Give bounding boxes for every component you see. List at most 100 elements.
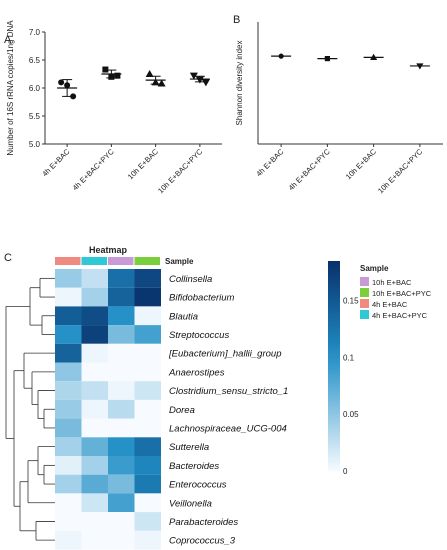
sample-bar-label: Sample <box>165 257 194 266</box>
heatmap-cell <box>81 362 108 382</box>
heatmap-cell <box>55 399 82 419</box>
heatmap-cell <box>55 456 82 475</box>
row-label: Lachnospiraceae_UCG-004 <box>169 423 287 434</box>
row-label: Sutterella <box>169 442 209 453</box>
heatmap-cell <box>134 325 161 344</box>
heatmap-cell <box>55 269 82 288</box>
chart-a: 5.0 5.5 6.0 6.5 7.0 Number of 16S rRNA copies… <box>6 20 222 196</box>
heatmap-cell <box>81 325 108 344</box>
heatmap-cell <box>134 343 161 363</box>
row-label: Veillonella <box>169 498 212 509</box>
heatmap-cell <box>108 399 135 419</box>
scale-tick-label: 0.15 <box>343 297 359 306</box>
data-point <box>151 78 160 86</box>
sample-color-cell <box>134 257 160 265</box>
heatmap-cell <box>134 437 161 456</box>
heatmap-cell <box>81 287 108 307</box>
heatmap-cell <box>81 456 108 475</box>
heatmap-cell <box>108 456 135 475</box>
y-axis-label: Shannon diversity index <box>235 41 244 126</box>
heatmap-cell <box>134 362 161 382</box>
heatmap-cell <box>134 512 161 531</box>
heatmap-cell <box>134 493 161 513</box>
chart-c-heatmap: Heatmap Sample Collinsella Bifidobacterium B… <box>5 245 432 550</box>
x-tick-label: 10h E+BAC+PYC <box>376 147 425 196</box>
heatmap-cell <box>108 381 135 400</box>
heatmap-cell <box>81 530 108 550</box>
data-point <box>195 76 204 84</box>
heatmap-cell <box>55 530 82 550</box>
data-point <box>108 73 115 80</box>
panel-label-b: B <box>233 14 241 26</box>
heatmap-cell <box>55 474 82 494</box>
heatmap-cell <box>81 474 108 494</box>
x-tick-label: 4h E+BAC <box>40 147 72 179</box>
x-tick-label: 4h E+BAC+PYC <box>287 147 333 193</box>
heatmap-cell <box>81 437 108 456</box>
y-tick-label: 7.0 <box>29 28 41 37</box>
heatmap-cell <box>81 418 108 438</box>
y-tick-label: 5.0 <box>29 140 41 149</box>
legend-swatch <box>360 299 369 308</box>
scale-tick-label: 0.1 <box>343 353 355 362</box>
row-label: Streptococcus <box>169 330 229 341</box>
heatmap-cell <box>81 381 108 400</box>
legend-swatch <box>360 288 369 297</box>
data-point <box>416 63 424 70</box>
data-point <box>64 82 71 89</box>
row-label: Blautia <box>169 311 198 322</box>
row-label: Anaerostipes <box>168 367 225 378</box>
y-axis-label: Number of 16S rRNA copies/1ng DNA <box>6 20 15 156</box>
heatmap-cell <box>134 399 161 419</box>
heatmap-cell <box>81 399 108 419</box>
heatmap-cell <box>134 381 161 400</box>
scale-tick-label: 0.05 <box>343 410 359 419</box>
heatmap-cell <box>55 287 82 307</box>
data-point <box>70 93 77 100</box>
color-scale-bar <box>328 261 340 471</box>
heatmap-cell <box>55 512 82 531</box>
heatmap-cell <box>134 530 161 550</box>
data-point <box>102 66 109 73</box>
x-tick-label: 4h E+BAC <box>254 147 286 179</box>
heatmap-cell <box>108 287 135 307</box>
data-point <box>370 53 378 60</box>
legend-label: 4h E+BAC <box>372 300 408 309</box>
heatmap-cell <box>108 493 135 513</box>
data-point <box>145 70 154 77</box>
sample-color-cell <box>55 257 81 265</box>
heatmap-cell <box>134 474 161 494</box>
row-label: Dorea <box>169 405 195 416</box>
legend-swatch <box>360 310 369 319</box>
x-tick-label: 10h E+BAC+PYC <box>156 147 205 196</box>
heatmap-cell <box>55 343 82 363</box>
heatmap-cell <box>55 325 82 344</box>
heatmap-cell <box>55 381 82 400</box>
legend-label: 4h E+BAC+PYC <box>372 311 428 320</box>
heatmap-cell <box>81 343 108 363</box>
x-tick-label: 10h E+BAC <box>344 147 379 182</box>
x-tick-label: 10h E+BAC <box>126 147 161 182</box>
y-tick-label: 6.5 <box>29 56 41 65</box>
heatmap-cell <box>55 362 82 382</box>
heatmap-cell <box>81 493 108 513</box>
data-point <box>157 79 166 87</box>
row-label: [Eubacterium]_hallii_group <box>168 349 281 360</box>
row-label: Collinsella <box>169 274 212 285</box>
data-point <box>58 79 65 86</box>
y-tick-label: 6.0 <box>29 84 41 93</box>
heatmap-cell <box>55 493 82 513</box>
heatmap-cell <box>108 362 135 382</box>
heatmap-cell <box>108 474 135 494</box>
heatmap-cell <box>55 437 82 456</box>
heatmap-cell <box>108 418 135 438</box>
data-point <box>278 53 284 59</box>
row-label: Enterococcus <box>169 480 227 491</box>
heatmap-cell <box>55 418 82 438</box>
legend-label: 10h E+BAC <box>372 278 412 287</box>
panel-label-a: A <box>4 34 12 46</box>
heatmap-cell <box>81 269 108 288</box>
row-label: Parabacteroides <box>169 517 238 528</box>
sample-color-cell <box>108 257 134 265</box>
row-label: Clostridium_sensu_stricto_1 <box>169 386 288 397</box>
